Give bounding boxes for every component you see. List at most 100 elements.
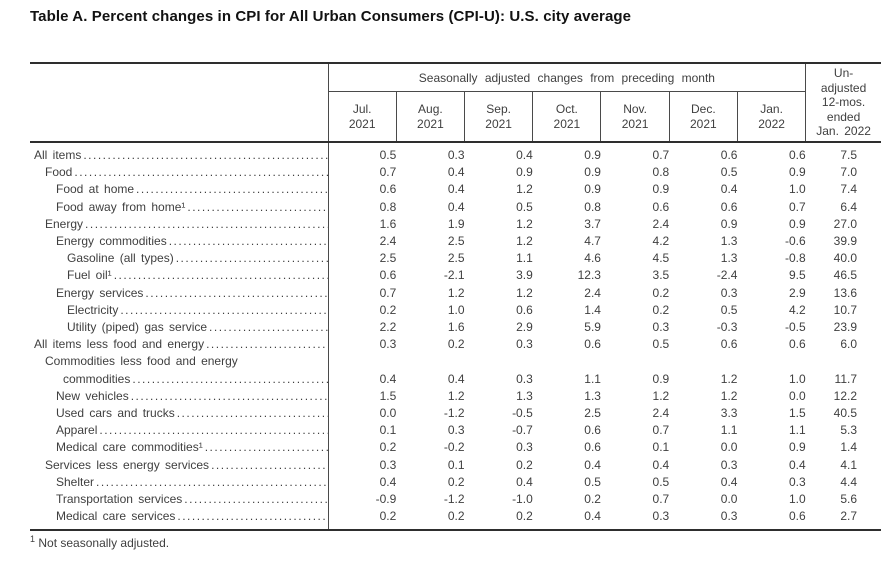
unadjusted-value-cell: 46.5 xyxy=(833,268,857,283)
dot-leader xyxy=(120,302,327,319)
value-cell: -2.4 xyxy=(716,268,738,283)
value-cell: 0.2 xyxy=(447,474,465,489)
table-row: Gasoline (all types) 2.5 2.5 1.1 4.6 4.5 1.3 -0… xyxy=(30,250,881,268)
value-cell: 0.9 xyxy=(720,216,738,231)
dot-leader xyxy=(187,199,327,216)
month-column-header: Aug. 2021 xyxy=(395,91,465,143)
value-cell: 0.6 xyxy=(720,199,738,214)
value-cell: 1.0 xyxy=(789,492,806,507)
value-cell: 1.6 xyxy=(379,216,397,231)
value-cell: 0.7 xyxy=(652,423,670,438)
unadjusted-value-cell: 5.3 xyxy=(840,423,857,438)
footnote-marker: 1 xyxy=(30,534,36,544)
dot-leader xyxy=(131,388,328,405)
value-cell: 2.5 xyxy=(584,406,601,421)
value-cell: 0.3 xyxy=(720,457,738,472)
value-cell: 0.6 xyxy=(720,337,738,352)
value-cell: 1.1 xyxy=(584,371,601,386)
dot-leader xyxy=(177,405,328,422)
dot-leader xyxy=(206,336,327,353)
seasonally-adjusted-group-header: Seasonally adjusted changes from precedi… xyxy=(328,63,806,92)
value-cell: 0.1 xyxy=(447,457,465,472)
value-cell: 0.6 xyxy=(584,423,601,438)
value-cell: 4.5 xyxy=(652,251,670,266)
month-column-header: Jan. 2022 xyxy=(736,91,806,143)
dot-leader xyxy=(74,164,327,181)
value-cell: 0.7 xyxy=(652,492,670,507)
value-cell: 0.2 xyxy=(652,302,670,317)
value-cell: 1.1 xyxy=(720,423,738,438)
value-cell: 0.2 xyxy=(516,457,533,472)
value-cell: 0.9 xyxy=(584,165,601,180)
value-cell: 0.6 xyxy=(789,148,806,162)
value-cell: 0.5 xyxy=(720,165,738,180)
value-cell: -0.9 xyxy=(375,492,397,507)
value-cell: 4.7 xyxy=(584,234,601,249)
value-cell: 0.1 xyxy=(379,423,397,438)
row-label: Gasoline (all types) xyxy=(67,251,174,266)
row-label-cell: Medical care commodities¹ xyxy=(30,439,329,457)
row-label-cell: All items xyxy=(30,142,329,165)
value-cell: 0.7 xyxy=(379,165,397,180)
value-cell: 0.9 xyxy=(584,182,601,197)
value-cell: 1.3 xyxy=(720,234,738,249)
row-label-cell: Services less energy services xyxy=(30,456,329,474)
value-cell: 0.9 xyxy=(652,182,670,197)
unadjusted-value-cell: 12.2 xyxy=(833,388,857,403)
row-label: All items less food and energy xyxy=(34,337,205,352)
row-label: Energy commodities xyxy=(56,234,167,249)
value-cell: 0.2 xyxy=(652,285,670,300)
value-cell: 0.7 xyxy=(652,148,670,162)
row-label-cell: Food xyxy=(30,164,329,182)
value-cell: 0.2 xyxy=(584,492,601,507)
row-label: Energy xyxy=(45,216,84,231)
value-cell: -1.2 xyxy=(443,406,465,421)
value-cell: 0.4 xyxy=(516,148,533,162)
value-cell: 0.9 xyxy=(652,371,670,386)
value-cell: 0.0 xyxy=(720,492,738,507)
value-cell: 1.2 xyxy=(652,388,670,403)
value-cell: 0.5 xyxy=(652,337,670,352)
value-cell: -0.5 xyxy=(785,320,806,335)
value-cell: 1.9 xyxy=(447,216,465,231)
cpi-table: Seasonally adjusted changes from precedi… xyxy=(30,62,881,532)
value-cell: 0.2 xyxy=(379,509,397,524)
table-row: All items less food and energy 0.3 0.2 0.3 0… xyxy=(30,336,881,354)
value-cell: 0.6 xyxy=(584,440,601,455)
value-cell: 0.0 xyxy=(379,406,397,421)
value-cell: 0.2 xyxy=(447,509,465,524)
row-label-cell: Transportation services xyxy=(30,491,329,509)
value-cell: 0.3 xyxy=(720,509,738,524)
unadjusted-value-cell: 1.4 xyxy=(840,440,857,455)
row-label: Food away from home¹ xyxy=(56,199,186,214)
value-cell: 0.4 xyxy=(516,474,533,489)
value-cell: 0.3 xyxy=(652,509,670,524)
row-label-cell: Food away from home¹ xyxy=(30,198,329,216)
value-cell: 3.5 xyxy=(652,268,670,283)
value-cell: 0.6 xyxy=(652,199,670,214)
row-label-cell: Energy xyxy=(30,215,329,234)
table-row: Electricity 0.2 1.0 0.6 1.4 0.2 0.5 4.2 10.7 xyxy=(30,301,881,320)
unadjusted-value-cell: 23.9 xyxy=(833,320,857,335)
dot-leader xyxy=(177,508,327,525)
value-cell: 1.2 xyxy=(516,285,533,300)
row-label: Transportation services xyxy=(56,492,183,507)
value-cell: -1.0 xyxy=(512,492,533,507)
value-cell: 2.9 xyxy=(516,320,533,335)
dot-leader xyxy=(85,216,328,233)
value-cell: 1.2 xyxy=(447,388,465,403)
table-title: Table A. Percent changes in CPI for All … xyxy=(30,8,632,25)
table-row: Utility (piped) gas service 2.2 1.6 2.9 5.9 0… xyxy=(30,319,881,337)
value-cell: 2.5 xyxy=(447,251,465,266)
value-cell: 4.2 xyxy=(652,234,670,249)
month-header-row: Jul. 2021 Aug. 2021 Sep. 2021 Oct. 2021 Nov.… xyxy=(30,91,881,143)
value-cell: 0.7 xyxy=(789,199,806,214)
unadjusted-value-cell: 27.0 xyxy=(833,216,857,231)
value-cell: 2.4 xyxy=(652,406,670,421)
row-label-line1: Commodities less food and energy xyxy=(45,354,238,369)
value-cell: 0.4 xyxy=(720,474,738,489)
value-cell: 0.5 xyxy=(652,474,670,489)
value-cell: 0.4 xyxy=(379,474,397,489)
value-cell: 0.6 xyxy=(379,182,397,197)
